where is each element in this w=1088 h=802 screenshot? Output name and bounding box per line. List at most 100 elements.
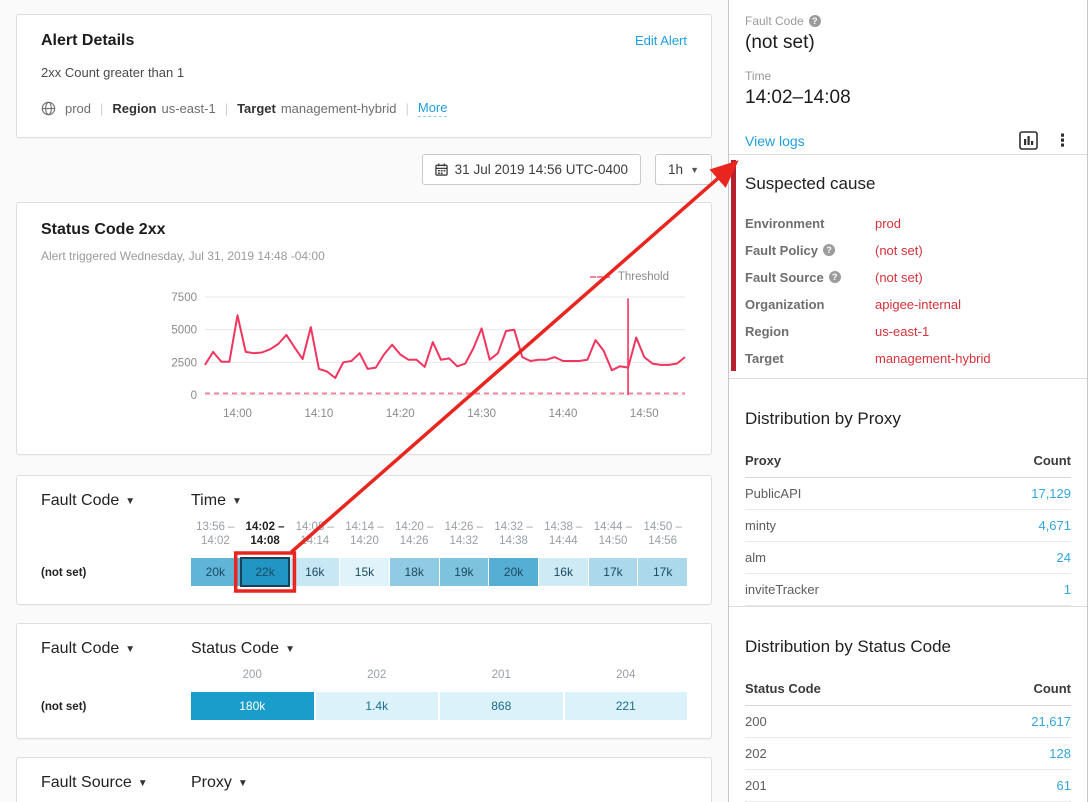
chart-svg: 0 2500 5000 7500 14:00 14:10 14:20 14:30 14:40 14… <box>171 292 686 420</box>
edit-alert-link[interactable]: Edit Alert <box>634 33 687 48</box>
scope-environment: prod <box>65 101 92 116</box>
row-dimension-dropdown[interactable]: Fault Source ▼ <box>41 774 148 792</box>
chevron-down-icon: ▼ <box>690 164 699 175</box>
alert-details-title: Alert Details <box>41 32 135 49</box>
status-distribution-table: Status Code Count 200 21,617 202 128 201 61 <box>745 675 1071 802</box>
calendar-icon <box>434 163 448 176</box>
col-dimension-dropdown[interactable]: Status Code ▼ <box>191 640 295 658</box>
scope-region-label: Region <box>112 101 157 116</box>
heatmap-column-header: 200 <box>242 669 262 681</box>
heatmap-cell[interactable]: 16k <box>290 558 340 586</box>
table-row: minty 4,671 <box>745 509 1071 542</box>
panel-header-section: Fault Code ? (not set) Time 14:02–14:08 … <box>729 0 1087 155</box>
heatmap-time-column: 13:56 –14:02 20k <box>191 520 240 586</box>
heatmap-time-column: 14:38 –14:44 16k <box>538 520 588 586</box>
distribution-by-status-section: Distribution by Status Code Status Code … <box>729 607 1087 802</box>
row-dimension-label: Fault Code <box>41 492 120 509</box>
count-link[interactable]: 24 <box>1056 550 1071 565</box>
cause-value: management-hybrid <box>875 350 991 366</box>
line-chart: 0 2500 5000 7500 14:00 14:10 14:20 14:30 14:40 14… <box>155 283 687 436</box>
heatmap-cell[interactable]: 221 <box>564 692 687 720</box>
heatmap-cell[interactable]: 17k <box>588 558 638 586</box>
more-link[interactable]: More <box>417 100 448 117</box>
row-name: inviteTracker <box>745 573 957 606</box>
scope-target-value: management-hybrid <box>280 101 397 116</box>
count-link[interactable]: 21,617 <box>1031 714 1071 729</box>
proxy-distribution-table: Proxy Count PublicAPI 17,129 minty 4,671 alm… <box>745 447 1071 606</box>
heatmap-time-column: 14:08 –14:14 16k <box>290 520 340 586</box>
chevron-down-icon: ▼ <box>137 777 148 789</box>
chevron-down-icon: ▼ <box>125 495 136 507</box>
count-link[interactable]: 4,671 <box>1038 518 1071 533</box>
interval-dropdown[interactable]: 1h ▼ <box>655 154 712 185</box>
col-dimension-dropdown[interactable]: Time ▼ <box>191 492 242 510</box>
column-header: Count <box>958 675 1071 706</box>
fault-code-status-card: Fault Code ▼ Status Code ▼ (not set) 200… <box>16 623 712 739</box>
heatmap-cell[interactable]: 16k <box>538 558 588 586</box>
heatmap-cell[interactable]: 17k <box>638 558 688 586</box>
count-link[interactable]: 128 <box>1049 746 1071 761</box>
suspected-cause-row: Fault Policy? (not set) <box>745 237 1071 264</box>
fault-code-label: Fault Code <box>745 14 804 28</box>
row-dimension-label: Fault Source <box>41 774 132 791</box>
main-column: Alert Details Edit Alert 2xx Count great… <box>16 14 712 802</box>
col-dimension-dropdown[interactable]: Proxy ▼ <box>191 774 248 792</box>
chevron-down-icon: ▼ <box>237 777 248 789</box>
count-link[interactable]: 17,129 <box>1031 486 1071 501</box>
heatmap-column-header: 14:26 –14:32 <box>444 521 484 547</box>
svg-text:14:30: 14:30 <box>467 408 496 420</box>
help-icon[interactable]: ? <box>822 244 835 257</box>
cause-value: prod <box>875 215 902 231</box>
bar-chart-icon[interactable] <box>1019 131 1038 150</box>
cause-value: (not set) <box>875 269 923 285</box>
heatmap-column-header: 14:14 –14:20 <box>345 521 384 547</box>
cause-label: Target <box>745 350 784 366</box>
heatmap-cell[interactable]: 18k <box>389 558 439 586</box>
row-name: PublicAPI <box>745 477 957 510</box>
help-icon[interactable]: ? <box>828 271 841 284</box>
chart-legend: Threshold <box>41 271 669 283</box>
table-row: inviteTracker 1 <box>745 573 1071 606</box>
heatmap-cell[interactable]: 19k <box>439 558 489 586</box>
threshold-legend-label: Threshold <box>617 271 669 283</box>
count-link[interactable]: 61 <box>1056 778 1071 793</box>
heatmap-column-header: 14:38 –14:44 <box>544 521 583 547</box>
suspected-cause-row: Organization apigee-internal <box>745 291 1071 318</box>
cause-label: Region <box>745 323 790 339</box>
column-header: Count <box>956 447 1071 478</box>
heatmap-cell-selected[interactable]: 22k <box>239 557 291 587</box>
heatmap-cell[interactable]: 180k <box>191 692 314 720</box>
heatmap-time-column: 14:44 –14:50 17k <box>588 520 638 586</box>
col-dimension-label: Proxy <box>191 774 232 791</box>
date-range-button[interactable]: 31 Jul 2019 14:56 UTC-0400 <box>421 154 642 185</box>
view-logs-link[interactable]: View logs <box>745 132 805 149</box>
row-name: alm <box>745 541 957 574</box>
distribution-by-proxy-section: Distribution by Proxy Proxy Count Public… <box>729 379 1087 607</box>
heatmap-cell[interactable]: 15k <box>340 558 389 586</box>
heatmap-time-column: 14:26 –14:32 19k <box>439 520 489 586</box>
heatmap-status-column: 201 868 <box>440 668 563 720</box>
heatmap-time-column: 14:32 –14:38 20k <box>489 520 538 586</box>
help-icon[interactable]: ? <box>808 15 821 27</box>
fault-code-time-card: Fault Code ▼ Time ▼ (not set) 13:56 –14:… <box>16 475 712 605</box>
svg-text:7500: 7500 <box>171 292 197 304</box>
more-options-icon[interactable]: ⋮ <box>1054 131 1071 150</box>
heatmap-cell[interactable]: 20k <box>191 558 240 586</box>
svg-text:0: 0 <box>191 390 197 402</box>
scope-region-value: us-east-1 <box>161 101 216 116</box>
heatmap-cell[interactable]: 1.4k <box>315 692 438 720</box>
heatmap-cell[interactable]: 20k <box>489 558 538 586</box>
heatmap-column-header: 14:50 –14:56 <box>643 521 682 547</box>
count-link[interactable]: 1 <box>1063 582 1071 597</box>
row-name: 200 <box>745 705 959 738</box>
suspected-cause-accent-bar <box>731 159 736 371</box>
heatmap-status-column: 200 180k <box>191 668 314 720</box>
chevron-down-icon: ▼ <box>125 643 136 655</box>
row-dimension-dropdown[interactable]: Fault Code ▼ <box>41 492 135 510</box>
column-header: Status Code <box>745 675 959 706</box>
heatmap-column-header: 13:56 –14:02 <box>196 521 235 547</box>
heatmap-cell[interactable]: 868 <box>440 692 563 720</box>
heatmap-column-header: 204 <box>616 669 636 681</box>
row-dimension-dropdown[interactable]: Fault Code ▼ <box>41 640 135 658</box>
heatmap-column-header: 14:08 –14:14 <box>295 521 334 547</box>
